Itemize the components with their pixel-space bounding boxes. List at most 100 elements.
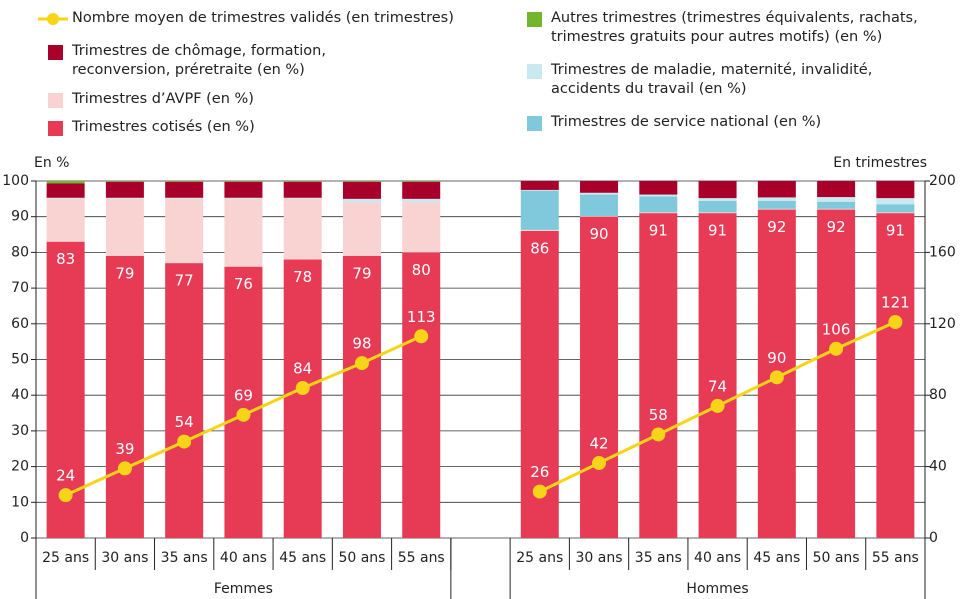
bar-segment	[757, 208, 796, 210]
line-value-label: 39	[115, 440, 134, 458]
legend-label: Trimestres cotisés (en %)	[72, 119, 255, 135]
y2-tick-label: 120	[929, 316, 956, 332]
line-marker	[888, 315, 903, 330]
line-value-label: 121	[881, 294, 910, 312]
x-tick-label: 35 ans	[161, 550, 208, 566]
line-marker	[592, 456, 607, 471]
bar-segment	[698, 200, 737, 213]
y2-tick-label: 160	[929, 244, 956, 260]
bar-segment	[876, 204, 915, 213]
bar-segment	[342, 181, 381, 199]
line-value-label: 58	[649, 406, 668, 424]
line-value-label: 24	[56, 467, 75, 485]
legend-label: Nombre moyen de trimestres validés (en t…	[72, 10, 454, 26]
y-tick-label: 0	[20, 530, 29, 546]
line-value-label: 74	[708, 377, 727, 395]
bar-segment	[639, 213, 678, 538]
line-marker	[177, 434, 192, 449]
bar-value-label: 80	[412, 261, 431, 279]
bar-segment	[698, 213, 737, 538]
line-value-label: 26	[530, 463, 549, 481]
bar-value-label: 86	[530, 239, 549, 257]
x-tick-label: 25 ans	[42, 550, 89, 566]
group-label: Hommes	[686, 581, 748, 597]
bar-segment	[876, 212, 915, 214]
bar-segment	[580, 194, 619, 216]
bar-segment	[224, 197, 263, 199]
x-tick-label: 30 ans	[101, 550, 148, 566]
line-marker	[769, 370, 784, 385]
line-marker	[829, 341, 844, 356]
y-tick-label: 90	[11, 209, 29, 225]
line-marker	[236, 407, 251, 422]
line-marker	[651, 427, 666, 442]
bar-segment	[283, 197, 322, 199]
bar-segment	[580, 192, 619, 195]
bar-segment	[105, 181, 144, 182]
y-axis-label: En %	[34, 155, 69, 171]
y-tick-label: 20	[11, 459, 29, 475]
bar-segment	[757, 200, 796, 209]
line-marker	[295, 381, 310, 396]
bar-value-label: 91	[708, 222, 727, 240]
x-tick-label: 40 ans	[220, 550, 267, 566]
legend-swatch	[527, 12, 542, 27]
bar-segment	[105, 198, 144, 256]
bar-value-label: 91	[649, 222, 668, 240]
line-value-label: 84	[293, 360, 312, 378]
bar-segment	[342, 255, 381, 538]
line-value-label: 98	[352, 335, 371, 353]
line-marker	[710, 398, 725, 413]
line-marker	[532, 484, 547, 499]
x-tick-label: 50 ans	[813, 550, 860, 566]
bar-value-label: 76	[234, 275, 253, 293]
line-value-label: 113	[407, 308, 436, 326]
bar-value-label: 83	[56, 250, 75, 268]
bar-segment	[520, 229, 559, 231]
bar-segment	[698, 181, 737, 199]
y2-tick-label: 80	[929, 387, 947, 403]
bar-segment	[639, 212, 678, 214]
bar-segment	[520, 190, 559, 230]
bar-segment	[580, 181, 619, 193]
bar-segment	[224, 181, 263, 182]
bar-segment	[402, 181, 441, 199]
bar-segment	[817, 209, 856, 538]
x-tick-label: 25 ans	[516, 550, 563, 566]
bar-segment	[639, 196, 678, 213]
x-tick-label: 40 ans	[694, 550, 741, 566]
x-tick-label: 45 ans	[753, 550, 800, 566]
bar-value-label: 90	[589, 225, 608, 243]
bar-value-label: 79	[115, 264, 134, 282]
bar-segment	[165, 197, 204, 199]
legend-swatch	[48, 45, 63, 60]
bar-value-label: 92	[827, 218, 846, 236]
legend-swatch	[527, 64, 542, 79]
bar-segment	[283, 259, 322, 538]
legend-swatch	[48, 93, 63, 108]
legend-swatch	[527, 116, 542, 131]
bar-segment	[165, 181, 204, 182]
bar-segment	[105, 255, 144, 538]
legend-label: Trimestres de chômage, formation, reconv…	[72, 43, 326, 78]
y-tick-label: 70	[11, 280, 29, 296]
bar-segment	[580, 215, 619, 217]
y-tick-label: 60	[11, 316, 29, 332]
line-value-label: 54	[175, 413, 194, 431]
line-marker	[117, 461, 132, 476]
bar-segment	[46, 183, 85, 198]
bar-value-label: 78	[293, 268, 312, 286]
bar-segment	[224, 266, 263, 538]
y-tick-label: 30	[11, 423, 29, 439]
bar-value-label: 92	[767, 218, 786, 236]
y2-tick-label: 200	[929, 173, 956, 189]
bar-segment	[520, 181, 559, 190]
bar-segment	[698, 198, 737, 201]
bar-segment	[342, 181, 381, 182]
legend-marker	[47, 13, 59, 25]
bar-segment	[817, 201, 856, 209]
line-value-label: 69	[234, 386, 253, 404]
x-tick-label: 50 ans	[338, 550, 385, 566]
